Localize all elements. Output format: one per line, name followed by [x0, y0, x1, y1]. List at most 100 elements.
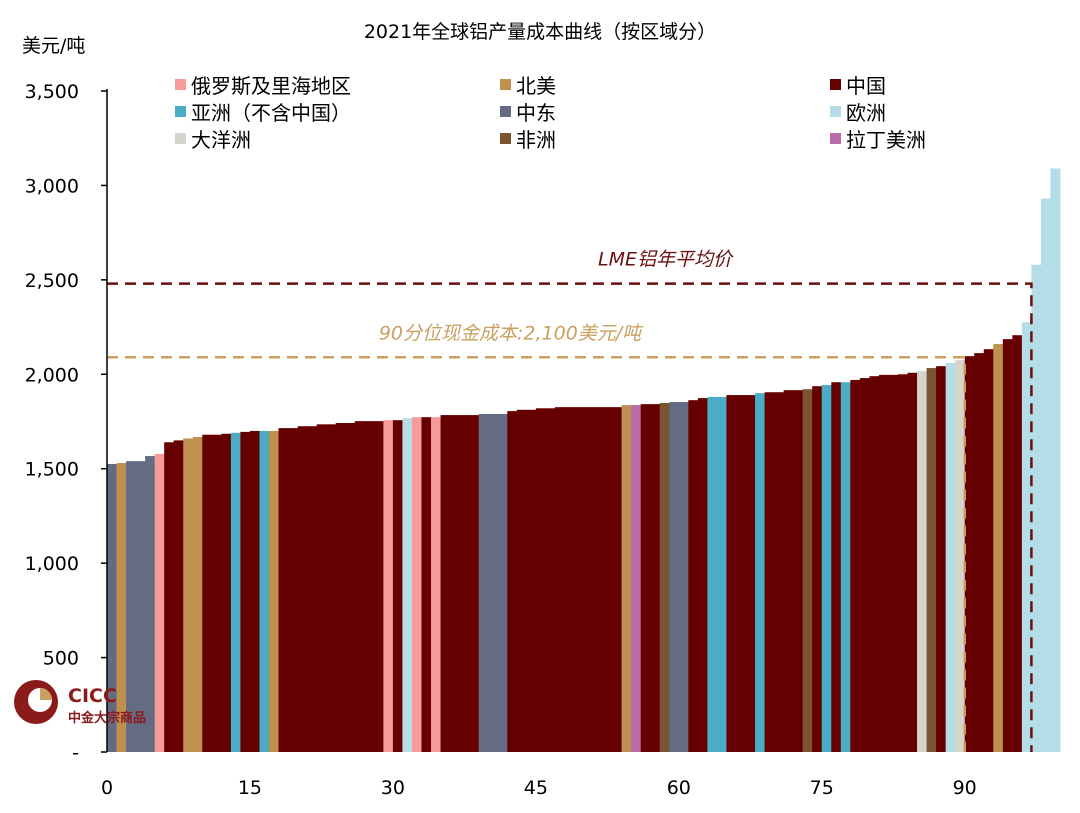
legend-label: 亚洲（不含中国） — [191, 101, 351, 125]
legend-swatch-asia — [175, 106, 186, 117]
bar-mideast — [478, 413, 508, 752]
legend-swatch-oceania — [175, 133, 186, 144]
bar-china — [964, 356, 975, 752]
legend-label: 非洲 — [516, 128, 556, 152]
legend-swatch-europe — [830, 106, 841, 117]
legend-label: 拉丁美洲 — [846, 128, 926, 152]
bar-asia — [259, 430, 270, 752]
bar-china — [850, 379, 861, 752]
legend-swatch-mideast — [500, 106, 511, 117]
bar-russia — [154, 453, 165, 752]
x-tick-label: 30 — [381, 777, 405, 799]
bar-china — [421, 417, 432, 752]
bar-china — [878, 374, 899, 752]
bar-namerica — [116, 463, 127, 752]
x-tick-label: 90 — [953, 777, 977, 799]
bar-asia — [840, 382, 851, 752]
bar-china — [278, 428, 298, 752]
bar-china — [240, 431, 251, 752]
y-tick-label: 2,500 — [25, 270, 79, 292]
bar-mideast — [669, 402, 689, 752]
bar-africa — [802, 389, 813, 752]
bar-china — [221, 433, 232, 752]
bar-europe — [1021, 322, 1032, 752]
reference-line — [107, 282, 1033, 752]
legend-swatch-russia — [175, 79, 186, 90]
bar-china — [440, 415, 480, 752]
axes: - 500 1,000 1,500 2,000 2,500 3,000 3,500 0 15 30 4… — [25, 81, 977, 799]
bar-china — [354, 421, 384, 752]
bar-asia — [230, 432, 241, 752]
y-tick-label: 1,000 — [25, 553, 79, 575]
bar-namerica — [621, 405, 632, 752]
bar-namerica — [192, 436, 203, 752]
legend-swatch-namerica — [500, 79, 511, 90]
reference-line-label: LME铝年平均价 — [598, 249, 734, 271]
bar-namerica — [993, 344, 1004, 752]
bar-namerica — [269, 430, 279, 752]
y-tick-label: 3,500 — [25, 81, 79, 103]
bar-oceania — [955, 360, 966, 752]
legend-swatch-latam — [830, 133, 841, 144]
x-tick-label: 75 — [810, 777, 834, 799]
bar-china — [202, 434, 222, 752]
bar-africa — [659, 402, 670, 752]
bar-china — [983, 349, 994, 752]
bar-china — [640, 404, 661, 752]
bar-china — [859, 378, 870, 752]
bar-china — [869, 376, 880, 752]
bar-china — [249, 430, 260, 752]
bar-china — [812, 386, 823, 752]
bar-china — [697, 398, 708, 752]
bar-asia — [707, 396, 727, 752]
bar-china — [507, 411, 518, 752]
bar-china — [535, 408, 556, 752]
reference-line — [107, 356, 966, 752]
bar-china — [726, 395, 756, 752]
bar-mideast — [145, 456, 156, 752]
bar-europe — [1050, 168, 1061, 753]
bar-china — [688, 400, 699, 752]
logo-name: CICC — [68, 685, 117, 707]
y-axis-label: 美元/吨 — [22, 35, 85, 57]
bar-china — [974, 353, 985, 752]
y-tick-label: 2,000 — [25, 364, 79, 386]
legend-label: 俄罗斯及里海地区 — [191, 74, 351, 98]
legend-swatch-china — [830, 79, 841, 90]
bar-europe — [1040, 198, 1051, 753]
bar-china — [1002, 339, 1013, 752]
bar-china — [554, 407, 623, 752]
legend-label: 北美 — [516, 74, 556, 98]
bar-namerica — [183, 438, 194, 752]
bar-asia — [821, 385, 832, 752]
x-tick-label: 45 — [524, 777, 548, 799]
bar-china — [897, 374, 908, 752]
x-tick-label: 0 — [101, 777, 113, 799]
y-tick-label: - — [72, 742, 79, 764]
bar-china — [392, 420, 403, 752]
bar-china — [297, 426, 318, 752]
logo-subtitle: 中金大宗商品 — [68, 710, 146, 726]
legend-label: 中东 — [516, 101, 556, 125]
bar-china — [936, 366, 947, 752]
bar-china — [783, 390, 804, 752]
cicc-logo: CICC 中金大宗商品 — [14, 680, 146, 726]
bar-asia — [755, 393, 765, 752]
bars-group — [107, 168, 1061, 753]
bar-europe — [945, 362, 956, 752]
bar-china — [907, 372, 918, 752]
bar-mideast — [126, 461, 146, 752]
bar-europe — [1031, 264, 1042, 752]
bar-china — [831, 382, 842, 752]
reference-line-label: 90分位现金成本:2,100美元/吨 — [379, 322, 644, 344]
bar-china — [316, 424, 337, 752]
bar-mideast — [107, 463, 117, 752]
reference-lines: LME铝年平均价 90分位现金成本:2,100美元/吨 — [107, 249, 1033, 752]
chart-title: 2021年全球铝产量成本曲线（按区域分） — [364, 21, 716, 43]
bar-russia — [431, 417, 441, 752]
bar-latam — [631, 405, 642, 752]
legend-swatch-africa — [500, 133, 511, 144]
y-tick-label: 3,000 — [25, 175, 79, 197]
